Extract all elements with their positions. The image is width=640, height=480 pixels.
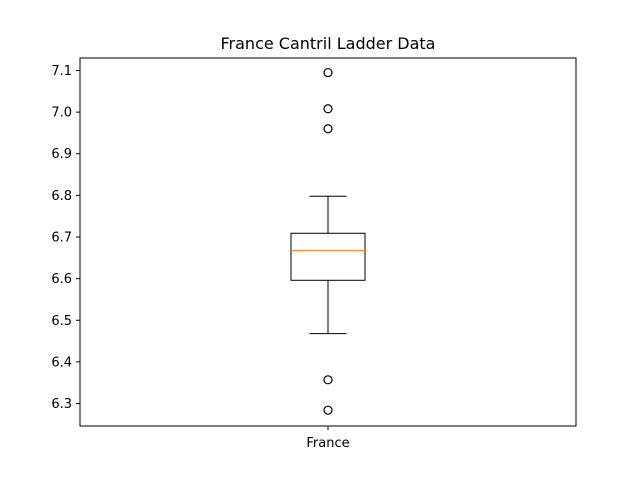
boxplot-group: [290, 67, 366, 415]
y-tick-label: 7.1: [51, 64, 72, 79]
y-axis: 6.3 6.4 6.5 6.6 6.7 6.8 6.9 7.0 7.1: [51, 64, 80, 412]
y-tick-label: 6.5: [51, 314, 72, 329]
y-tick-label: 6.4: [51, 355, 72, 370]
chart-title: France Cantril Ladder Data: [221, 34, 436, 53]
outlier-point: [323, 104, 333, 114]
y-tick-label: 6.3: [51, 397, 72, 412]
box-france: [290, 67, 366, 415]
outlier-point: [323, 375, 333, 385]
outlier-point: [323, 67, 333, 78]
y-tick-label: 7.0: [51, 106, 72, 121]
iqr-box: [290, 232, 366, 281]
x-axis: France: [306, 426, 350, 451]
x-tick-label: France: [306, 436, 349, 451]
y-tick-label: 6.8: [51, 189, 72, 204]
outlier-point: [323, 124, 333, 134]
outlier-point: [323, 405, 333, 415]
y-tick-label: 6.9: [51, 147, 72, 162]
y-tick-label: 6.6: [51, 272, 72, 287]
y-tick-label: 6.7: [51, 231, 72, 246]
